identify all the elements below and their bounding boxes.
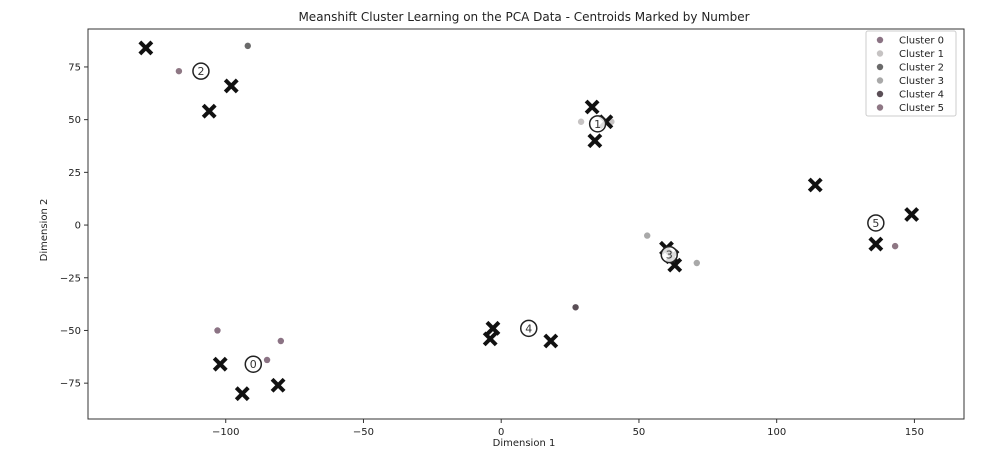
- y-tick-label: 50: [68, 115, 81, 126]
- sample-x-marker: [868, 236, 884, 252]
- sample-x-marker: [138, 40, 154, 56]
- data-point: [277, 337, 285, 345]
- centroid-markers: 2 1 5 3 4 0: [192, 62, 885, 373]
- centroid-label: 0: [250, 358, 257, 371]
- centroid-circle: [244, 355, 263, 373]
- sample-x-marker: [201, 103, 217, 119]
- legend-label: Cluster 5: [899, 103, 944, 114]
- centroid-circle: [192, 62, 210, 80]
- y-tick-label: 25: [68, 168, 81, 179]
- sample-x-marker: [234, 386, 250, 402]
- chart-title: Meanshift Cluster Learning on the PCA Da…: [298, 10, 749, 24]
- x-tick-label: −50: [353, 427, 374, 438]
- sample-x-marker: [223, 78, 239, 94]
- sample-x-marker: [807, 177, 823, 193]
- sample-x-marker: [904, 207, 920, 222]
- data-point: [891, 242, 899, 250]
- legend-box: [865, 30, 957, 117]
- y-tick-label: 75: [68, 62, 81, 73]
- x-axis-label: Dimension 1: [493, 438, 556, 449]
- centroid-label: 1: [594, 118, 601, 131]
- plot-frame: [87, 28, 965, 420]
- legend-label: Cluster 1: [899, 49, 944, 60]
- centroid-label: 2: [197, 65, 204, 78]
- sample-x-marker: [584, 99, 600, 115]
- data-point: [263, 356, 271, 364]
- x-tick-label: 150: [905, 427, 924, 438]
- data-point: [572, 304, 579, 311]
- sample-markers: [138, 40, 920, 402]
- centroid-label: 4: [525, 322, 532, 335]
- x-tick-label: 100: [767, 427, 786, 438]
- legend-marker: [876, 104, 884, 111]
- centroid-circle: [588, 115, 607, 133]
- x-tick-label: 50: [633, 427, 646, 438]
- x-tick-label: −100: [212, 427, 239, 438]
- y-tick-label: 0: [75, 221, 81, 232]
- x-tick-label: 0: [498, 427, 504, 438]
- data-point: [577, 118, 585, 125]
- legend: Cluster 0 Cluster 1 Cluster 2 Cluster 3 Clus…: [865, 30, 957, 117]
- sample-x-marker: [212, 356, 228, 372]
- data-point: [644, 232, 651, 239]
- legend-label: Cluster 3: [899, 76, 944, 87]
- data-points: [175, 42, 899, 364]
- legend-label: Cluster 4: [899, 90, 944, 101]
- sample-x-marker: [543, 333, 559, 349]
- y-tick-label: −75: [60, 379, 81, 390]
- centroid-circle: [867, 214, 885, 232]
- sample-x-marker: [482, 331, 498, 347]
- y-axis-label: Dimension 2: [39, 199, 50, 262]
- legend-marker: [876, 90, 884, 98]
- legend-label: Cluster 2: [899, 63, 944, 74]
- data-point: [175, 67, 183, 75]
- y-tick-label: −25: [60, 273, 81, 284]
- data-point: [244, 42, 251, 50]
- y-tick-label: −50: [60, 326, 81, 337]
- data-point: [693, 259, 700, 267]
- sample-x-marker: [485, 320, 501, 336]
- legend-marker: [876, 77, 884, 84]
- legend-marker: [876, 50, 884, 57]
- legend-label: Cluster 0: [899, 36, 944, 47]
- sample-x-marker: [587, 133, 603, 149]
- centroid-circle: [660, 245, 678, 264]
- legend-marker: [876, 36, 884, 44]
- centroid-label: 3: [666, 249, 673, 262]
- data-point: [214, 327, 221, 334]
- centroid-circle: [520, 319, 538, 338]
- centroid-label: 5: [872, 217, 879, 230]
- sample-x-marker: [270, 377, 286, 393]
- legend-marker: [876, 63, 884, 71]
